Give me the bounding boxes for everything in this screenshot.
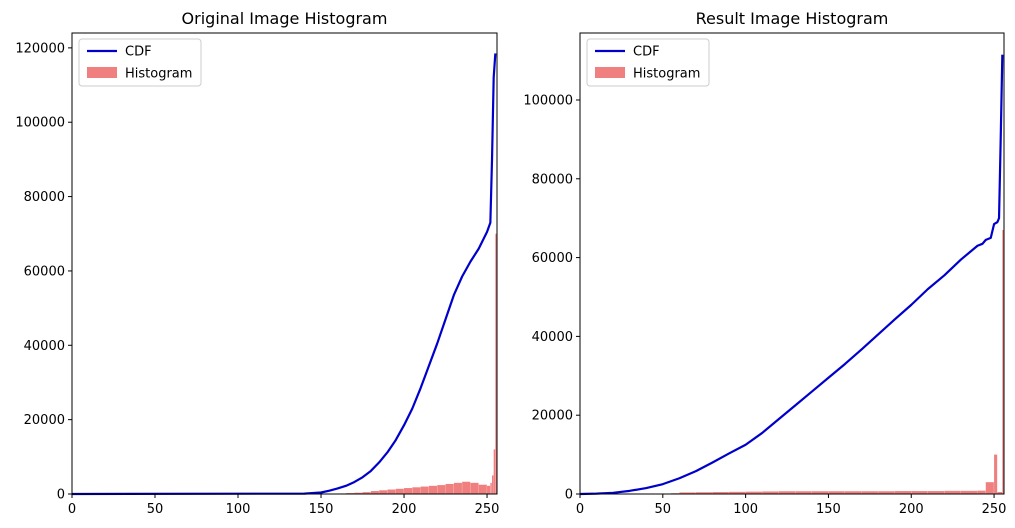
legend-histogram-label: Histogram xyxy=(633,67,700,82)
legend-cdf-label: CDF xyxy=(125,45,152,60)
histogram-bar xyxy=(404,488,413,494)
chart-panel-1: Original Image Histogram 0 50 100 150 200 250 0… xyxy=(15,9,499,517)
legend: CDF Histogram xyxy=(78,38,202,87)
y-tick-label: 80000 xyxy=(24,190,65,205)
histogram-bar xyxy=(762,491,779,494)
plot-frame xyxy=(71,32,498,495)
histogram-bar xyxy=(845,491,862,494)
y-tick-label: 0 xyxy=(565,488,573,503)
histogram-bar xyxy=(1002,230,1004,494)
histogram-bar xyxy=(354,492,363,494)
histogram-bars xyxy=(337,233,497,495)
x-tick-label: 100 xyxy=(733,502,758,517)
y-tick-label: 60000 xyxy=(24,264,65,279)
y-tick-label: 40000 xyxy=(532,330,573,345)
x-tick-label: 50 xyxy=(147,502,164,517)
histogram-bar xyxy=(894,491,912,494)
histogram-bar xyxy=(478,484,487,494)
x-tick-label: 100 xyxy=(226,502,251,517)
y-tick-label: 120000 xyxy=(15,41,65,56)
histogram-bar xyxy=(712,492,729,494)
plot-frame xyxy=(579,32,1005,495)
histogram-bar xyxy=(828,491,845,494)
y-tick-label: 20000 xyxy=(24,413,65,428)
histogram-bar xyxy=(395,488,404,494)
histogram-bar xyxy=(490,482,492,494)
x-tick-label: 150 xyxy=(309,502,334,517)
histogram-bar xyxy=(778,491,796,494)
y-tick-label: 100000 xyxy=(523,93,573,108)
histogram-bar xyxy=(994,454,998,494)
histogram-bar xyxy=(960,490,978,494)
x-tick-label: 200 xyxy=(392,502,417,517)
histogram-bar xyxy=(878,491,895,494)
histogram-bar xyxy=(745,491,762,494)
histogram-bar xyxy=(453,482,462,494)
y-tick-label: 40000 xyxy=(24,339,65,354)
cdf-line xyxy=(579,54,1004,496)
legend-histogram-swatch xyxy=(87,67,117,78)
histogram-bar xyxy=(811,491,829,494)
x-tick-label: 150 xyxy=(816,502,841,517)
histogram-bar xyxy=(470,482,479,494)
chart-title: Result Image Histogram xyxy=(696,9,889,28)
chart-title: Original Image Histogram xyxy=(182,9,388,28)
x-tick-label: 250 xyxy=(475,502,500,517)
histogram-bar xyxy=(495,233,497,495)
histogram-bar xyxy=(985,482,994,494)
histogram-bar xyxy=(493,449,496,494)
histogram-bar xyxy=(492,475,494,494)
histogram-bar xyxy=(997,492,1003,494)
histogram-bar xyxy=(695,492,713,494)
histogram-bar xyxy=(462,481,471,494)
legend-histogram-swatch xyxy=(595,67,625,78)
x-tick-label: 50 xyxy=(655,502,672,517)
histogram-bar xyxy=(370,491,379,494)
histogram-bar xyxy=(412,487,421,494)
histogram-bars xyxy=(671,230,1004,494)
histogram-bar xyxy=(977,490,986,494)
histogram-bar xyxy=(927,491,945,494)
y-tick-label: 60000 xyxy=(532,251,573,266)
histogram-bar xyxy=(437,485,446,494)
y-tick-label: 20000 xyxy=(532,409,573,424)
chart-panel-2: Result Image Histogram 0 50 100 150 200 250 0 20… xyxy=(523,9,1006,517)
histogram-bar xyxy=(679,492,696,494)
x-tick-label: 0 xyxy=(68,502,76,517)
x-tick-label: 0 xyxy=(576,502,584,517)
y-tick-label: 100000 xyxy=(15,116,65,131)
x-tick-label: 200 xyxy=(899,502,924,517)
histogram-bar xyxy=(362,492,371,494)
histogram-bar xyxy=(379,490,388,494)
histogram-bar xyxy=(911,491,928,494)
histogram-bar xyxy=(861,491,878,494)
histogram-bar xyxy=(944,490,961,494)
cdf-line xyxy=(71,53,497,496)
legend: CDF Histogram xyxy=(586,38,710,87)
y-tick-label: 0 xyxy=(57,488,65,503)
histogram-bar xyxy=(729,491,746,494)
histogram-bar xyxy=(428,485,438,494)
histogram-bar xyxy=(420,486,429,494)
histogram-bar xyxy=(445,483,454,494)
x-tick-label: 250 xyxy=(982,502,1007,517)
y-tick-label: 80000 xyxy=(532,172,573,187)
histogram-bar xyxy=(487,485,491,494)
legend-cdf-label: CDF xyxy=(633,45,660,60)
legend-histogram-label: Histogram xyxy=(125,67,192,82)
histogram-bar xyxy=(387,489,396,494)
histogram-bar xyxy=(795,491,812,494)
